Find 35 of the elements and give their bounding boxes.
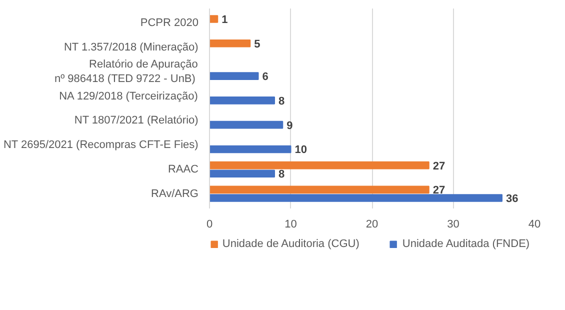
- data-label: 9: [286, 120, 293, 132]
- legend-label: Unidade Auditada (FNDE): [402, 238, 530, 250]
- y-tick-label: NT 1.357/2018 (Mineração): [64, 42, 198, 54]
- y-tick-label: RAAC: [168, 163, 199, 176]
- bar: [210, 145, 292, 154]
- data-label: 6: [262, 71, 268, 84]
- bar: [210, 194, 502, 202]
- bar: [210, 170, 275, 178]
- data-label: 1: [222, 14, 228, 26]
- bar: [210, 161, 430, 170]
- x-tick-label: 30: [447, 218, 460, 230]
- bar: [210, 15, 218, 23]
- data-label: 36: [506, 193, 518, 206]
- bar: [210, 39, 251, 48]
- x-tick-label: 20: [366, 218, 378, 230]
- x-tick-label: 0: [206, 218, 213, 230]
- bar: [210, 96, 275, 104]
- data-label: 8: [278, 95, 285, 108]
- data-label: 10: [294, 144, 307, 156]
- y-tick-label: PCPR 2020: [140, 17, 199, 30]
- y-tick-label: NA 129/2018 (Terceirização): [59, 90, 198, 102]
- x-tick-label: 40: [528, 218, 541, 230]
- data-label: 27: [432, 184, 446, 197]
- bar: [210, 72, 259, 80]
- bar: [210, 186, 430, 194]
- y-tick-label: RAv/ARG: [151, 188, 199, 200]
- y-tick-label: Relatório de Apuração nº 986418 (TED 9722 - UnB): [54, 58, 198, 86]
- data-label: 5: [254, 38, 260, 50]
- x-tick-label: 10: [284, 218, 297, 230]
- data-label: 27: [432, 160, 446, 172]
- y-tick-label: NT 1807/2021 (Relatório): [74, 114, 198, 127]
- y-tick-label: NT 2695/2021 (Recompras CFT-E Fies): [3, 139, 198, 152]
- bar: [210, 120, 284, 129]
- data-label: 8: [278, 168, 285, 181]
- legend-label: Unidade de Auditoria (CGU): [222, 238, 360, 250]
